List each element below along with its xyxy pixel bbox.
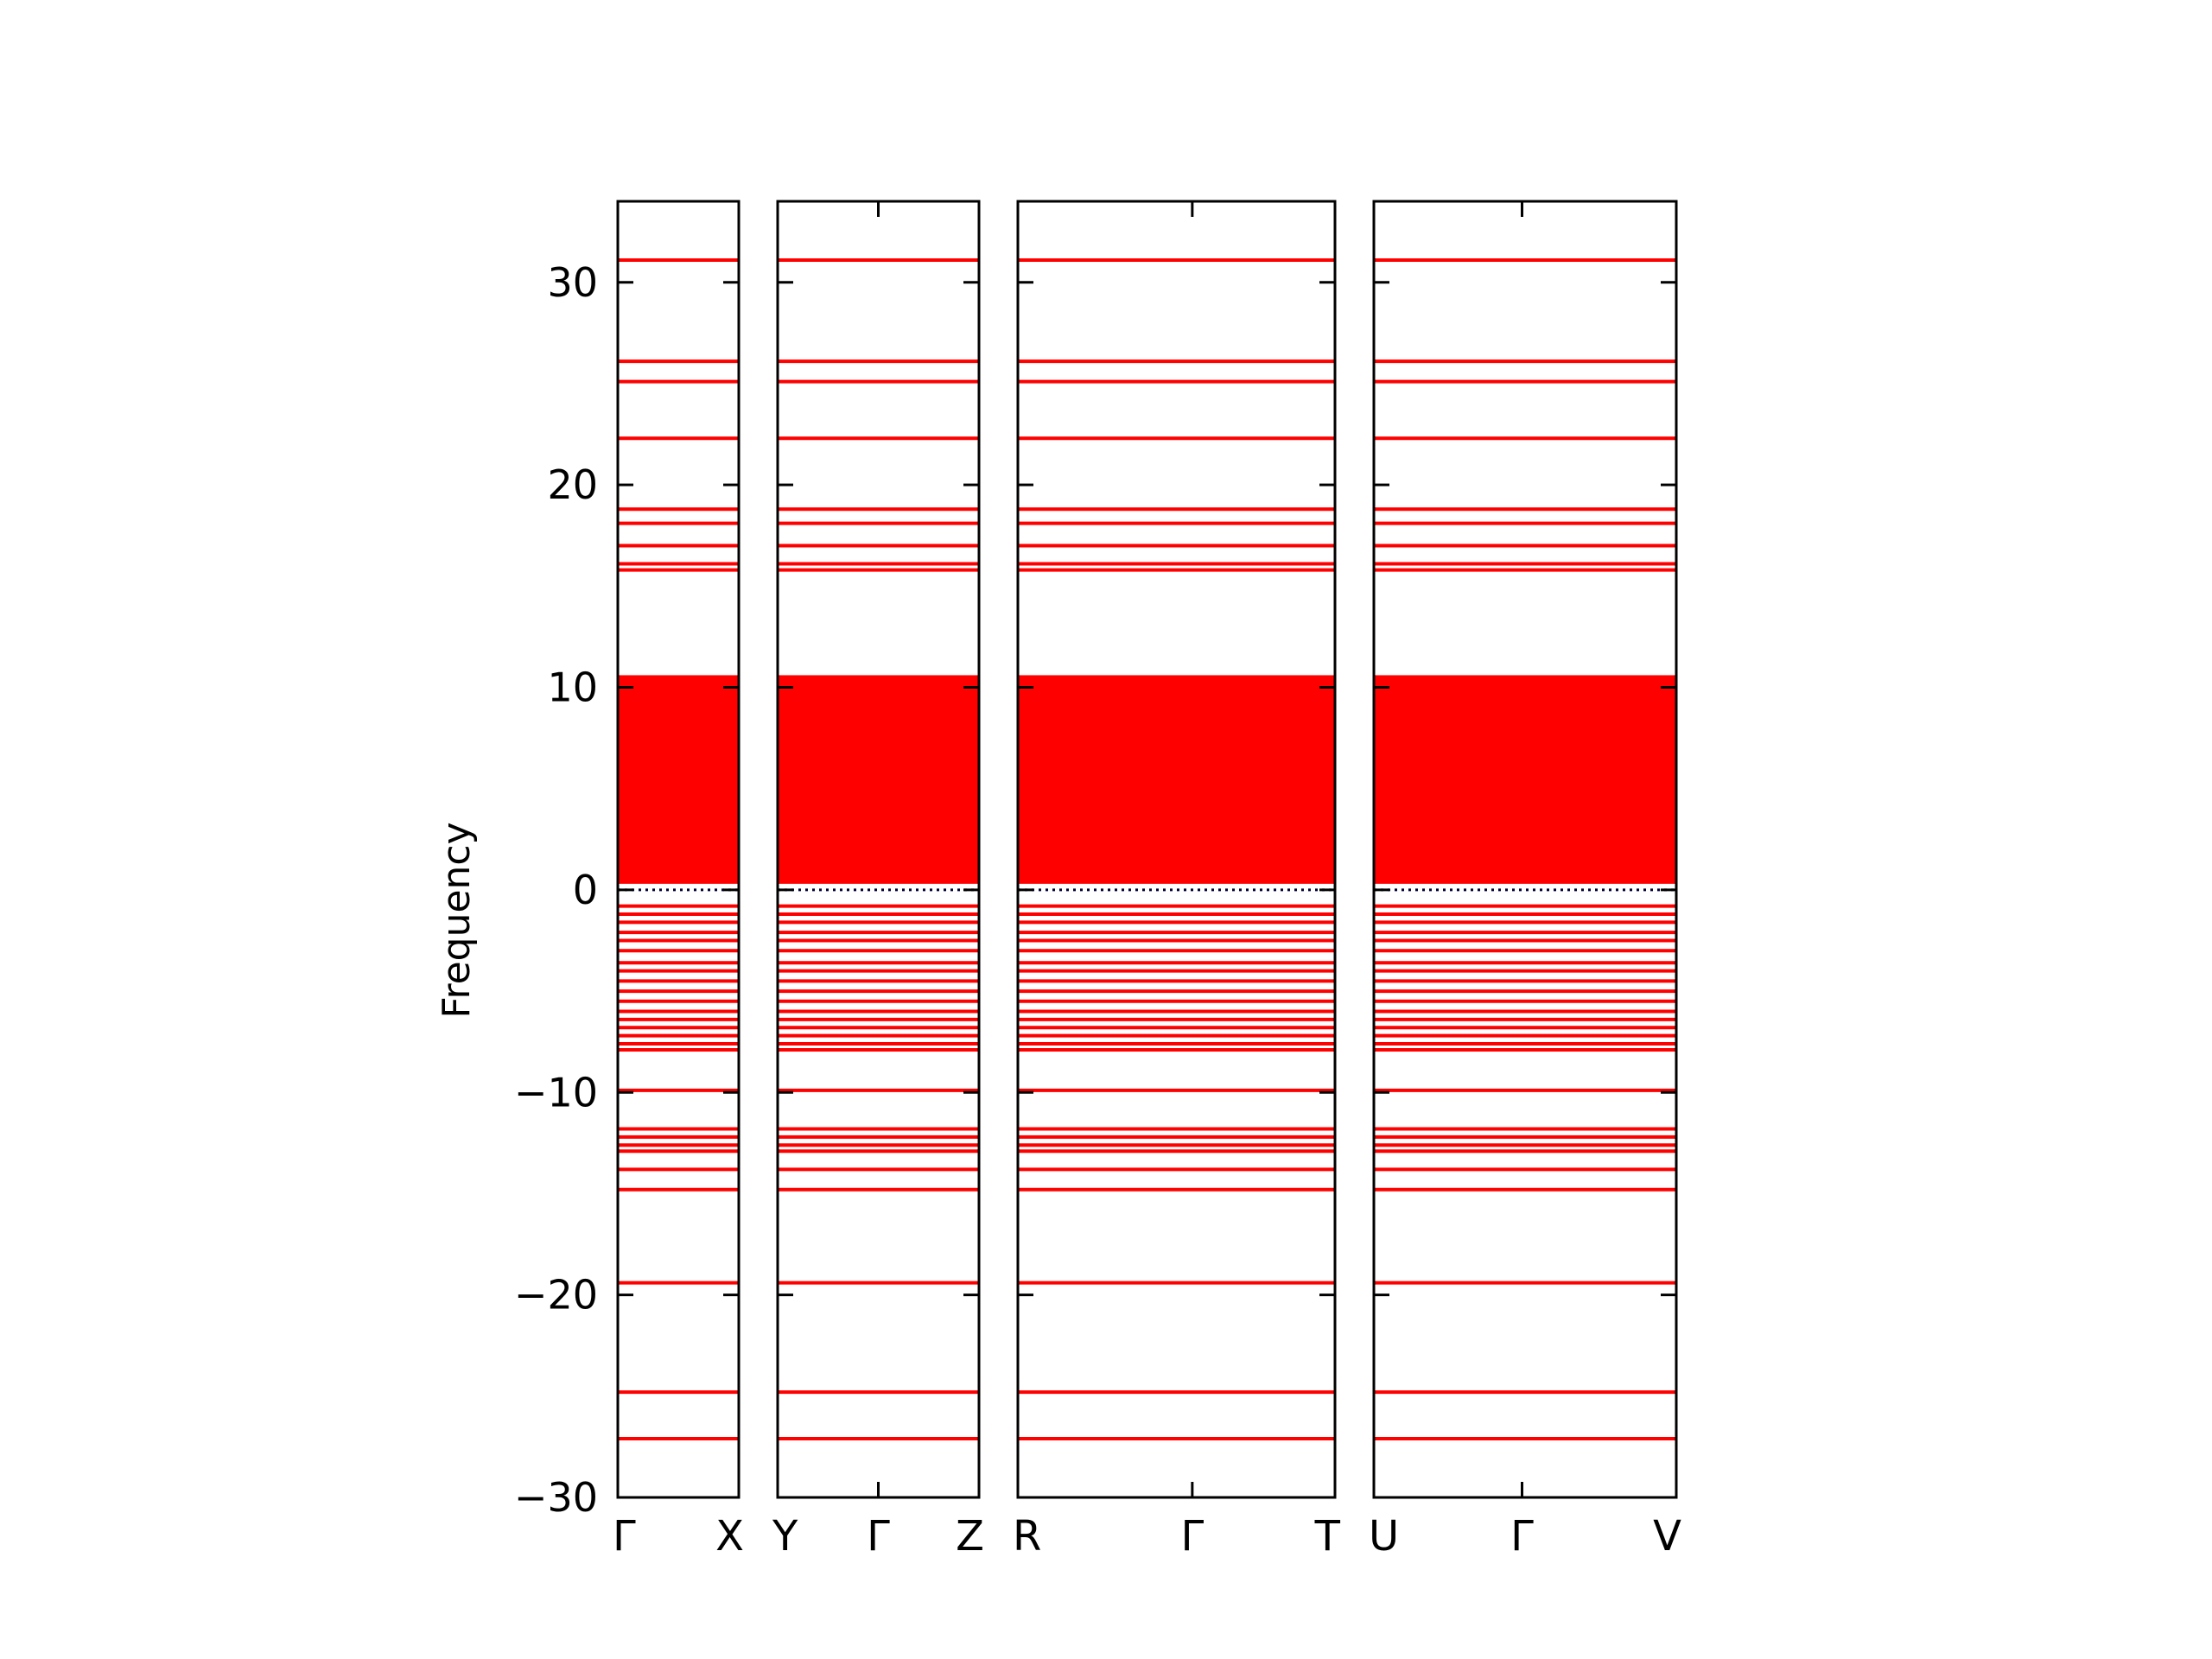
y-tick-label: −10	[514, 1069, 598, 1116]
panel-frame	[1016, 200, 1337, 1499]
x-tick-label: Γ	[867, 1512, 890, 1560]
dense-band-region	[778, 675, 979, 884]
x-tick-label: Z	[956, 1512, 984, 1560]
x-tick-label: X	[715, 1512, 744, 1560]
y-axis-ticks: −30 −20 −10 0 10 20 30	[514, 259, 598, 1521]
y-tick-label: −20	[514, 1272, 598, 1319]
panel-frame	[776, 200, 981, 1499]
y-axis-label: Frequency	[435, 822, 479, 1018]
x-tick-label: Y	[772, 1512, 798, 1560]
y-tick-label: 20	[547, 461, 598, 508]
y-tick-label: 0	[573, 867, 598, 913]
x-tick-label: Γ	[1510, 1512, 1534, 1560]
x-tick-label: Γ	[1180, 1512, 1204, 1560]
dense-band-region	[1374, 675, 1676, 884]
panel-frame	[616, 200, 741, 1499]
y-tick-label: 10	[547, 664, 598, 711]
x-tick-label: U	[1369, 1512, 1399, 1560]
x-tick-label: V	[1653, 1512, 1681, 1560]
x-tick-label: R	[1013, 1512, 1041, 1560]
x-tick-label: Γ	[613, 1512, 636, 1560]
y-tick-label: −30	[514, 1474, 598, 1521]
x-tick-label: T	[1314, 1512, 1341, 1560]
dense-band-region	[618, 675, 739, 884]
y-tick-label: 30	[547, 259, 598, 306]
panel-frame	[1372, 200, 1678, 1499]
dense-band-region	[1018, 675, 1335, 884]
